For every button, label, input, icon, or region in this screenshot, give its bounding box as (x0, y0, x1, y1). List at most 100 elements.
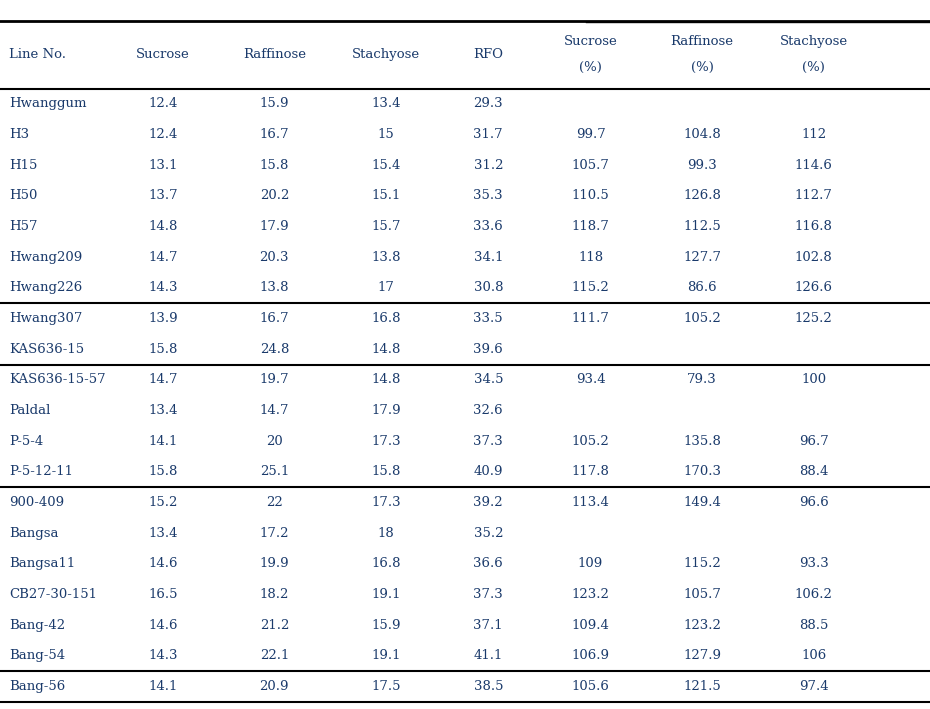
Text: 86.6: 86.6 (687, 281, 717, 294)
Text: 13.1: 13.1 (148, 159, 178, 172)
Text: 79.3: 79.3 (687, 374, 717, 386)
Text: 93.4: 93.4 (576, 374, 605, 386)
Text: 117.8: 117.8 (572, 465, 609, 479)
Text: 39.6: 39.6 (473, 342, 503, 356)
Text: 114.6: 114.6 (795, 159, 832, 172)
Text: 106.9: 106.9 (572, 649, 609, 662)
Text: 115.2: 115.2 (572, 281, 609, 294)
Text: 14.7: 14.7 (148, 374, 178, 386)
Text: 13.4: 13.4 (148, 404, 178, 417)
Text: 123.2: 123.2 (572, 588, 609, 601)
Text: 13.8: 13.8 (371, 251, 401, 264)
Text: 16.8: 16.8 (371, 557, 401, 571)
Text: 170.3: 170.3 (684, 465, 721, 479)
Text: 16.7: 16.7 (259, 312, 289, 325)
Text: 18.2: 18.2 (259, 588, 289, 601)
Text: Bang-56: Bang-56 (9, 680, 65, 693)
Text: Sucrose: Sucrose (564, 35, 618, 48)
Text: 18: 18 (378, 527, 394, 540)
Text: Sucrose: Sucrose (136, 48, 190, 62)
Text: 111.7: 111.7 (572, 312, 609, 325)
Text: 14.7: 14.7 (148, 251, 178, 264)
Text: 13.4: 13.4 (148, 527, 178, 540)
Text: (%): (%) (803, 60, 825, 74)
Text: 96.6: 96.6 (799, 496, 829, 509)
Text: 29.3: 29.3 (473, 97, 503, 111)
Text: 20.3: 20.3 (259, 251, 289, 264)
Text: 104.8: 104.8 (684, 128, 721, 141)
Text: 35.3: 35.3 (473, 189, 503, 203)
Text: 37.3: 37.3 (473, 588, 503, 601)
Text: (%): (%) (579, 60, 602, 74)
Text: 20.2: 20.2 (259, 189, 289, 203)
Text: 15.1: 15.1 (371, 189, 401, 203)
Text: 100: 100 (801, 374, 827, 386)
Text: Line No.: Line No. (9, 48, 66, 62)
Text: 34.1: 34.1 (473, 251, 503, 264)
Text: 105.2: 105.2 (572, 435, 609, 448)
Text: 38.5: 38.5 (473, 680, 503, 693)
Text: Bang-42: Bang-42 (9, 619, 65, 632)
Text: 126.6: 126.6 (795, 281, 832, 294)
Text: 41.1: 41.1 (473, 649, 503, 662)
Text: Hwanggum: Hwanggum (9, 97, 86, 111)
Text: 40.9: 40.9 (473, 465, 503, 479)
Text: 14.8: 14.8 (148, 220, 178, 233)
Text: Hwang226: Hwang226 (9, 281, 83, 294)
Text: 17.9: 17.9 (259, 220, 289, 233)
Text: 15: 15 (378, 128, 394, 141)
Text: 13.8: 13.8 (259, 281, 289, 294)
Text: 14.7: 14.7 (259, 404, 289, 417)
Text: 102.8: 102.8 (795, 251, 832, 264)
Text: 17.9: 17.9 (371, 404, 401, 417)
Text: 99.3: 99.3 (687, 159, 717, 172)
Text: Bang-54: Bang-54 (9, 649, 65, 662)
Text: KAS636-15-57: KAS636-15-57 (9, 374, 106, 386)
Text: 105.7: 105.7 (684, 588, 721, 601)
Text: 105.7: 105.7 (572, 159, 609, 172)
Text: 17.5: 17.5 (371, 680, 401, 693)
Text: 88.4: 88.4 (799, 465, 829, 479)
Text: 127.7: 127.7 (684, 251, 721, 264)
Text: 135.8: 135.8 (684, 435, 721, 448)
Text: 35.2: 35.2 (473, 527, 503, 540)
Text: 16.8: 16.8 (371, 312, 401, 325)
Text: 105.2: 105.2 (684, 312, 721, 325)
Text: 17.3: 17.3 (371, 496, 401, 509)
Text: 118.7: 118.7 (572, 220, 609, 233)
Text: 13.7: 13.7 (148, 189, 178, 203)
Text: P-5-4: P-5-4 (9, 435, 44, 448)
Text: 15.8: 15.8 (371, 465, 401, 479)
Text: Bangsa: Bangsa (9, 527, 59, 540)
Text: 96.7: 96.7 (799, 435, 829, 448)
Text: Bangsa11: Bangsa11 (9, 557, 75, 571)
Text: 97.4: 97.4 (799, 680, 829, 693)
Text: H50: H50 (9, 189, 38, 203)
Text: (%): (%) (691, 60, 713, 74)
Text: 123.2: 123.2 (684, 619, 721, 632)
Text: 24.8: 24.8 (259, 342, 289, 356)
Text: 14.6: 14.6 (148, 557, 178, 571)
Text: Hwang307: Hwang307 (9, 312, 83, 325)
Text: 15.8: 15.8 (148, 465, 178, 479)
Text: H3: H3 (9, 128, 30, 141)
Text: 32.6: 32.6 (473, 404, 503, 417)
Text: 112: 112 (801, 128, 827, 141)
Text: 17.2: 17.2 (259, 527, 289, 540)
Text: 15.4: 15.4 (371, 159, 401, 172)
Text: 19.9: 19.9 (259, 557, 289, 571)
Text: 14.8: 14.8 (371, 342, 401, 356)
Text: 20.9: 20.9 (259, 680, 289, 693)
Text: 17: 17 (378, 281, 394, 294)
Text: 15.2: 15.2 (148, 496, 178, 509)
Text: P-5-12-11: P-5-12-11 (9, 465, 73, 479)
Text: Paldal: Paldal (9, 404, 50, 417)
Text: 116.8: 116.8 (795, 220, 832, 233)
Text: 15.8: 15.8 (259, 159, 289, 172)
Text: 106.2: 106.2 (795, 588, 832, 601)
Text: KAS636-15: KAS636-15 (9, 342, 85, 356)
Text: 110.5: 110.5 (572, 189, 609, 203)
Text: 14.1: 14.1 (148, 680, 178, 693)
Text: 99.7: 99.7 (576, 128, 605, 141)
Text: 93.3: 93.3 (799, 557, 829, 571)
